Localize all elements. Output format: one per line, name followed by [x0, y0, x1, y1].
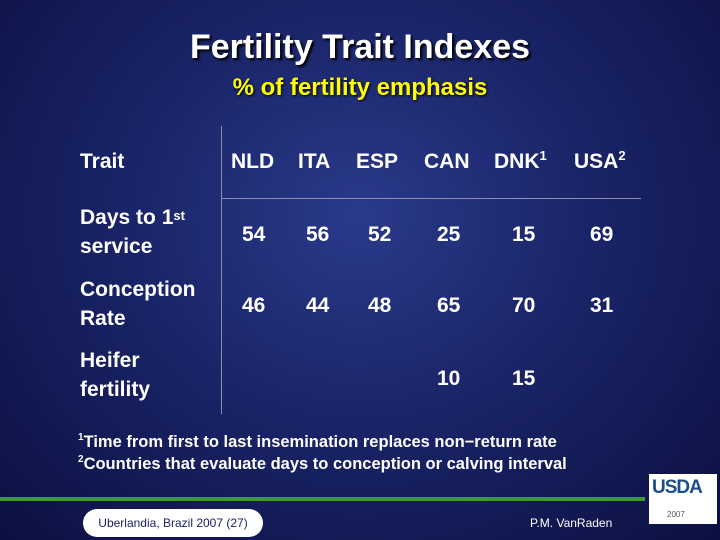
table-cell: 70 [512, 294, 536, 317]
table-cell: 65 [437, 294, 461, 317]
table-cell: 15 [512, 367, 536, 390]
trait-header: Trait [80, 150, 125, 173]
venue-label: Uberlandia, Brazil 2007 (27) [98, 516, 248, 530]
table-cell: 48 [368, 294, 392, 317]
column-header-can: CAN [424, 150, 470, 173]
slide-subtitle: % of fertility emphasis [232, 74, 488, 101]
column-header-esp: ESP [356, 150, 399, 173]
table-cell: 69 [590, 223, 614, 246]
row-label-heifer-fertility: Heifer fertility [80, 349, 151, 401]
table-cell: 52 [368, 223, 392, 246]
column-header-ita: ITA [298, 150, 331, 173]
table-cell: 31 [590, 294, 614, 317]
slide-title: Fertility Trait Indexes [189, 28, 531, 66]
table-vertical-divider [221, 126, 222, 414]
table-cell: 44 [306, 294, 330, 317]
column-header-usa: USA2 [574, 148, 626, 173]
usda-logo-year: 2007 [667, 510, 685, 519]
footnote-1: 1Time from first to last insemination re… [78, 432, 557, 451]
table-cell: 46 [242, 294, 266, 317]
table-cell: 10 [437, 367, 461, 390]
footnote-2: 2Countries that evaluate days to concept… [78, 454, 567, 473]
table-cell: 56 [306, 223, 330, 246]
row-label-days-to-first-service: Days to 1st service [80, 206, 185, 258]
footer-accent-bar [0, 497, 645, 501]
table-cell: 15 [512, 223, 536, 246]
row-label-conception-rate: Conception Rate [80, 278, 196, 330]
column-header-nld: NLD [231, 150, 275, 173]
usda-logo [649, 474, 717, 524]
venue-badge: Uberlandia, Brazil 2007 (27) [83, 509, 263, 537]
table-cell: 54 [242, 223, 266, 246]
usda-logo-text: USDA [652, 477, 703, 498]
author-label: P.M. VanRaden [530, 516, 613, 530]
column-header-dnk: DNK1 [494, 148, 547, 173]
table-cell: 25 [437, 223, 461, 246]
table-horizontal-divider [221, 198, 641, 199]
